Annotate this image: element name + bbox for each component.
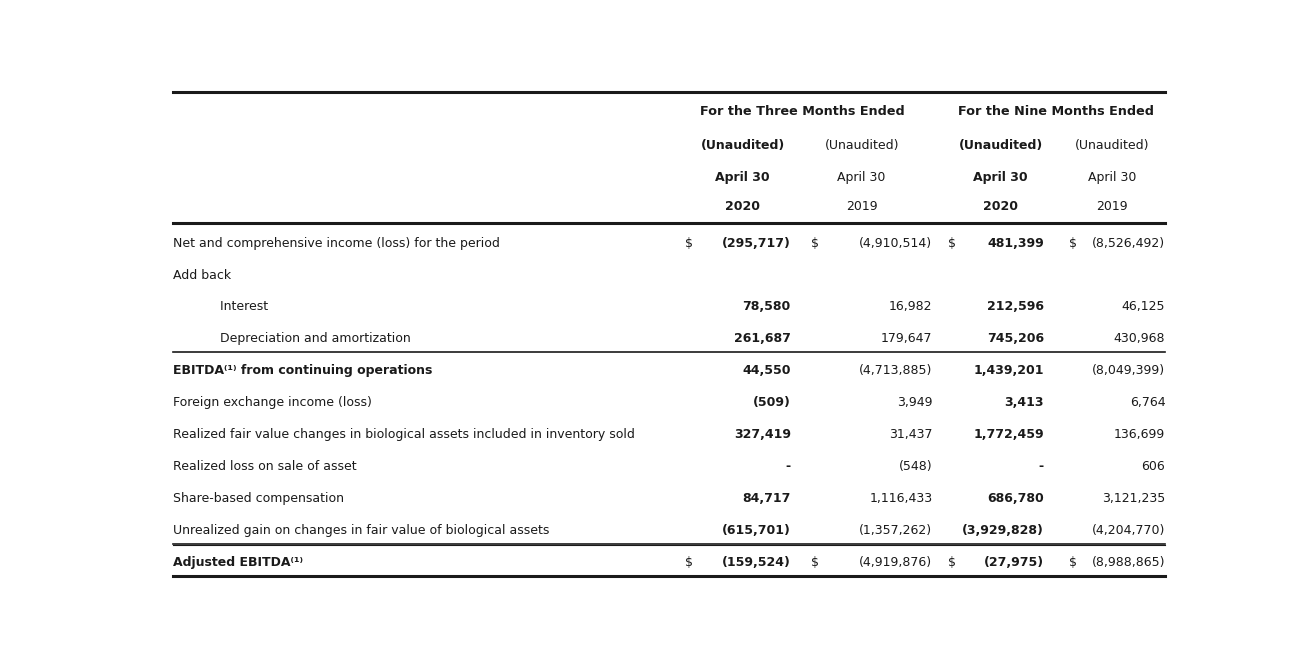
- Text: 481,399: 481,399: [987, 237, 1043, 249]
- Text: Add back: Add back: [174, 268, 231, 282]
- Text: 3,949: 3,949: [897, 396, 932, 409]
- Text: 212,596: 212,596: [987, 301, 1043, 313]
- Text: (4,713,885): (4,713,885): [859, 365, 932, 377]
- Text: 686,780: 686,780: [987, 492, 1043, 505]
- Text: (Unaudited): (Unaudited): [824, 139, 899, 153]
- Text: April 30: April 30: [1088, 171, 1136, 184]
- Text: 327,419: 327,419: [734, 428, 791, 441]
- Text: 179,647: 179,647: [882, 332, 932, 345]
- Text: Share-based compensation: Share-based compensation: [174, 492, 345, 505]
- Text: $: $: [1070, 556, 1077, 569]
- Text: (295,717): (295,717): [722, 237, 791, 249]
- Text: 745,206: 745,206: [987, 332, 1043, 345]
- Text: 606: 606: [1141, 460, 1165, 473]
- Text: $: $: [948, 556, 956, 569]
- Text: (27,975): (27,975): [983, 556, 1043, 569]
- Text: Foreign exchange income (loss): Foreign exchange income (loss): [174, 396, 372, 409]
- Text: 430,968: 430,968: [1114, 332, 1165, 345]
- Text: $: $: [948, 237, 956, 249]
- Text: 3,121,235: 3,121,235: [1102, 492, 1165, 505]
- Text: -: -: [786, 460, 791, 473]
- Text: (4,919,876): (4,919,876): [859, 556, 932, 569]
- Text: (1,357,262): (1,357,262): [859, 524, 932, 537]
- Text: 31,437: 31,437: [889, 428, 932, 441]
- Text: (Unaudited): (Unaudited): [959, 139, 1043, 153]
- Text: 261,687: 261,687: [734, 332, 791, 345]
- Text: April 30: April 30: [973, 171, 1028, 184]
- Text: $: $: [684, 556, 692, 569]
- Text: Realized fair value changes in biological assets included in inventory sold: Realized fair value changes in biologica…: [174, 428, 635, 441]
- Text: 44,550: 44,550: [742, 365, 791, 377]
- Text: 136,699: 136,699: [1114, 428, 1165, 441]
- Text: Depreciation and amortization: Depreciation and amortization: [204, 332, 410, 345]
- Text: 3,413: 3,413: [1004, 396, 1043, 409]
- Text: (509): (509): [752, 396, 791, 409]
- Text: Interest: Interest: [204, 301, 268, 313]
- Text: (3,929,828): (3,929,828): [963, 524, 1043, 537]
- Text: 2020: 2020: [725, 200, 760, 213]
- Text: (615,701): (615,701): [722, 524, 791, 537]
- Text: 2020: 2020: [983, 200, 1019, 213]
- Text: Realized loss on sale of asset: Realized loss on sale of asset: [174, 460, 357, 473]
- Text: (Unaudited): (Unaudited): [700, 139, 785, 153]
- Text: (159,524): (159,524): [722, 556, 791, 569]
- Text: EBITDA⁽¹⁾ from continuing operations: EBITDA⁽¹⁾ from continuing operations: [174, 365, 432, 377]
- Text: $: $: [811, 237, 819, 249]
- Text: (4,204,770): (4,204,770): [1092, 524, 1165, 537]
- Text: Net and comprehensive income (loss) for the period: Net and comprehensive income (loss) for …: [174, 237, 500, 249]
- Text: Unrealized gain on changes in fair value of biological assets: Unrealized gain on changes in fair value…: [174, 524, 550, 537]
- Text: 1,116,433: 1,116,433: [870, 492, 932, 505]
- Text: 6,764: 6,764: [1130, 396, 1165, 409]
- Text: $: $: [811, 556, 819, 569]
- Text: 1,772,459: 1,772,459: [973, 428, 1043, 441]
- Text: April 30: April 30: [716, 171, 771, 184]
- Text: -: -: [1038, 460, 1043, 473]
- Text: (4,910,514): (4,910,514): [859, 237, 932, 249]
- Text: (8,988,865): (8,988,865): [1092, 556, 1165, 569]
- Text: 1,439,201: 1,439,201: [973, 365, 1043, 377]
- Text: Adjusted EBITDA⁽¹⁾: Adjusted EBITDA⁽¹⁾: [174, 556, 303, 569]
- Text: 46,125: 46,125: [1122, 301, 1165, 313]
- Text: 84,717: 84,717: [742, 492, 791, 505]
- Text: April 30: April 30: [837, 171, 885, 184]
- Text: For the Nine Months Ended: For the Nine Months Ended: [959, 105, 1155, 118]
- Text: 16,982: 16,982: [889, 301, 932, 313]
- Text: $: $: [684, 237, 692, 249]
- Text: (548): (548): [899, 460, 932, 473]
- Text: $: $: [1070, 237, 1077, 249]
- Text: 2019: 2019: [846, 200, 878, 213]
- Text: (8,526,492): (8,526,492): [1092, 237, 1165, 249]
- Text: 78,580: 78,580: [743, 301, 791, 313]
- Text: 2019: 2019: [1096, 200, 1128, 213]
- Text: For the Three Months Ended: For the Three Months Ended: [700, 105, 905, 118]
- Text: (Unaudited): (Unaudited): [1075, 139, 1149, 153]
- Text: (8,049,399): (8,049,399): [1092, 365, 1165, 377]
